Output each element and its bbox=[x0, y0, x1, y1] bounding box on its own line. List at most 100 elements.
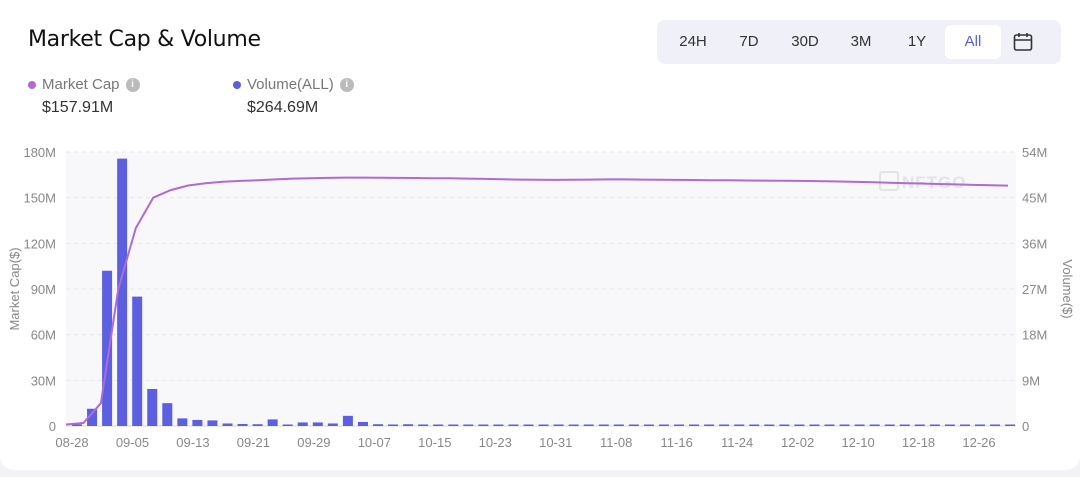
volume-bar[interactable] bbox=[222, 423, 233, 426]
volume-bar[interactable] bbox=[598, 424, 609, 427]
range-30d-button[interactable]: 30D bbox=[791, 33, 819, 50]
volume-bar[interactable] bbox=[192, 419, 203, 426]
volume-bar[interactable] bbox=[689, 424, 700, 427]
volume-bar[interactable] bbox=[177, 418, 188, 426]
x-tick-label: 10-31 bbox=[539, 435, 572, 450]
volume-bar[interactable] bbox=[643, 424, 654, 427]
info-icon[interactable]: i bbox=[339, 77, 354, 92]
y-tick-label: 60M bbox=[31, 328, 56, 343]
volume-bar[interactable] bbox=[854, 424, 865, 427]
volume-bar[interactable] bbox=[207, 420, 218, 426]
volume-bar[interactable] bbox=[764, 424, 775, 427]
volume-bar[interactable] bbox=[433, 424, 444, 427]
volume-bar[interactable] bbox=[613, 424, 624, 427]
watermark-text: NFTGO bbox=[902, 173, 967, 192]
volume-bar[interactable] bbox=[282, 424, 293, 426]
x-tick-label: 09-29 bbox=[297, 435, 330, 450]
volume-bar[interactable] bbox=[117, 158, 128, 426]
volume-bar[interactable] bbox=[357, 421, 368, 426]
info-icon[interactable]: i bbox=[125, 77, 140, 92]
volume-bar[interactable] bbox=[418, 424, 429, 426]
volume-bar[interactable] bbox=[252, 424, 263, 426]
calendar-icon bbox=[1013, 33, 1033, 51]
y2-tick-label: 54M bbox=[1022, 145, 1047, 160]
y-tick-label: 30M bbox=[31, 373, 56, 388]
volume-bar[interactable] bbox=[493, 424, 504, 427]
volume-bar[interactable] bbox=[944, 424, 955, 427]
calendar-button[interactable] bbox=[1003, 25, 1043, 59]
volume-bar[interactable] bbox=[553, 424, 564, 427]
range-all-button[interactable]: All bbox=[945, 25, 1001, 59]
y2-tick-label: 45M bbox=[1022, 191, 1047, 206]
volume-bar[interactable] bbox=[824, 424, 835, 427]
volume-bar[interactable] bbox=[523, 424, 534, 427]
volume-bar[interactable] bbox=[628, 424, 639, 427]
volume-bar[interactable] bbox=[674, 424, 684, 427]
range-7d-button[interactable]: 7D bbox=[739, 33, 759, 50]
volume-bar[interactable] bbox=[102, 270, 113, 426]
volume-bar[interactable] bbox=[237, 423, 248, 426]
volume-bar[interactable] bbox=[734, 424, 745, 427]
volume-bar[interactable] bbox=[388, 424, 399, 426]
volume-bar[interactable] bbox=[538, 424, 549, 427]
x-tick-label: 08-28 bbox=[55, 435, 88, 450]
volume-bar[interactable] bbox=[403, 424, 414, 426]
volume-bar[interactable] bbox=[719, 424, 730, 427]
volume-bar[interactable] bbox=[463, 424, 474, 427]
x-tick-label: 12-26 bbox=[962, 435, 995, 450]
volume-bar[interactable] bbox=[583, 424, 594, 427]
y2-tick-label: 0 bbox=[1022, 419, 1029, 434]
volume-bar[interactable] bbox=[794, 424, 805, 427]
x-tick-label: 12-10 bbox=[841, 435, 874, 450]
volume-bar[interactable] bbox=[1005, 424, 1016, 427]
volume-bar[interactable] bbox=[658, 424, 669, 427]
y2-tick-label: 27M bbox=[1022, 282, 1047, 297]
volume-bar[interactable] bbox=[297, 422, 308, 426]
y2-tick-label: 9M bbox=[1022, 373, 1040, 388]
volume-bar[interactable] bbox=[899, 424, 910, 427]
volume-bar[interactable] bbox=[132, 296, 143, 426]
volume-bar[interactable] bbox=[342, 415, 353, 426]
volume-bar[interactable] bbox=[147, 388, 158, 426]
range-3m-button[interactable]: 3M bbox=[850, 33, 872, 50]
volume-bar[interactable] bbox=[914, 424, 925, 427]
legend-market-cap[interactable]: Market Cap i $157.91M bbox=[28, 76, 140, 117]
chart-title: Market Cap & Volume bbox=[28, 27, 261, 52]
volume-bar[interactable] bbox=[267, 419, 278, 426]
volume-bar[interactable] bbox=[568, 424, 579, 427]
y-tick-label: 0 bbox=[49, 419, 56, 434]
x-tick-label: 10-23 bbox=[479, 435, 512, 450]
volume-bar[interactable] bbox=[959, 424, 970, 427]
range-selector: 24H 7D 30D 3M 1Y All bbox=[657, 20, 1061, 64]
volume-bar[interactable] bbox=[884, 424, 895, 427]
volume-bar[interactable] bbox=[448, 424, 459, 427]
volume-bar[interactable] bbox=[975, 424, 985, 427]
y-axis-label: Market Cap($) bbox=[7, 247, 22, 330]
volume-bar[interactable] bbox=[990, 424, 1001, 427]
range-24h-button[interactable]: 24H bbox=[679, 33, 707, 50]
y-tick-label: 180M bbox=[23, 145, 56, 160]
volume-bar[interactable] bbox=[929, 424, 940, 427]
x-tick-label: 11-16 bbox=[661, 435, 693, 450]
volume-bar[interactable] bbox=[373, 424, 383, 426]
volume-bar[interactable] bbox=[704, 424, 715, 427]
y-tick-label: 150M bbox=[23, 191, 56, 206]
range-1y-button[interactable]: 1Y bbox=[907, 33, 927, 50]
volume-bar[interactable] bbox=[478, 424, 489, 427]
x-tick-label: 11-24 bbox=[721, 435, 753, 450]
volume-bar[interactable] bbox=[779, 424, 790, 427]
volume-bar[interactable] bbox=[312, 422, 323, 426]
volume-bar[interactable] bbox=[162, 403, 173, 426]
volume-bar[interactable] bbox=[749, 424, 760, 427]
x-tick-label: 11-08 bbox=[600, 435, 632, 450]
volume-bar[interactable] bbox=[809, 424, 820, 427]
volume-bar[interactable] bbox=[72, 424, 82, 427]
volume-bar[interactable] bbox=[87, 408, 98, 426]
volume-bar[interactable] bbox=[869, 424, 880, 427]
volume-bar[interactable] bbox=[839, 424, 850, 427]
volume-bar[interactable] bbox=[508, 424, 519, 427]
volume-bar[interactable] bbox=[327, 423, 338, 426]
legend-volume[interactable]: Volume(ALL) i $264.69M bbox=[233, 76, 354, 117]
y-axis-right: 0 9M 18M 27M 36M 45M 54M bbox=[1022, 145, 1047, 434]
